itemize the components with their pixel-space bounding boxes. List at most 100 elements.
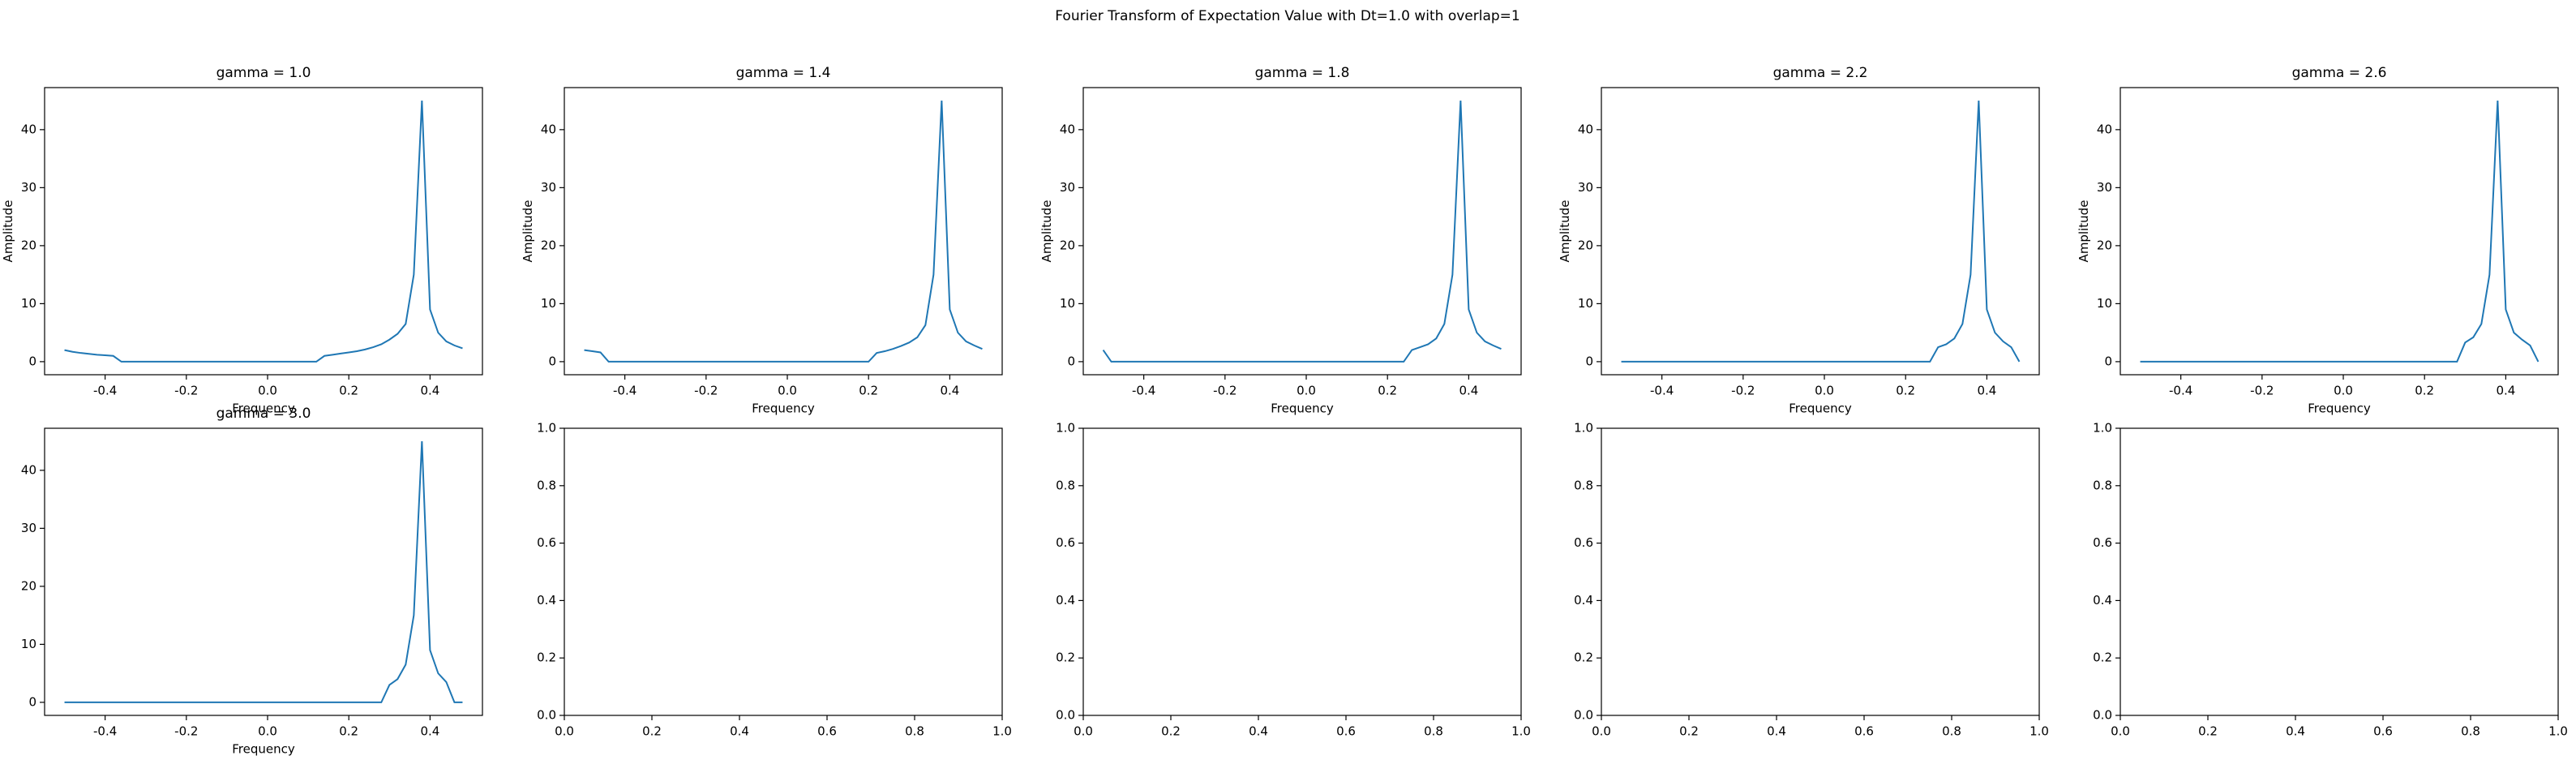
x-tick-label: 0.0 [778,384,797,398]
y-tick-label: 40 [541,122,556,136]
x-tick-label: 1.0 [1511,724,1531,739]
x-tick-label: 0.6 [1336,724,1356,739]
x-tick-label: -0.4 [613,384,636,398]
x-tick-label: -0.2 [1213,384,1237,398]
y-tick-label: 1.0 [2093,421,2112,436]
data-line [64,101,463,363]
y-tick-label: 30 [21,521,36,535]
x-tick-label: 0.4 [730,724,749,739]
axes-title: gamma = 1.0 [216,65,311,81]
y-tick-label: 0.4 [1574,593,1593,608]
x-tick-label: -0.4 [1650,384,1674,398]
y-tick-label: 0.8 [1056,478,1075,492]
y-tick-label: 40 [21,462,36,477]
x-axis-label: Frequency [2308,401,2371,416]
y-tick-label: 40 [21,122,36,136]
y-tick-label: 20 [21,238,36,252]
x-tick-label: 0.2 [339,384,358,398]
x-tick-label: -0.2 [2250,384,2274,398]
y-tick-label: 0.2 [1056,651,1075,665]
y-tick-label: 0 [548,354,556,368]
x-tick-label: 0.4 [420,724,439,739]
x-tick-label: 0.2 [1378,384,1397,398]
x-tick-label: -0.4 [93,724,117,739]
y-tick-label: 0.0 [537,708,556,723]
y-tick-label: 30 [1060,180,1075,195]
axes-title: gamma = 3.0 [216,406,311,422]
axes-frame [2120,427,2559,716]
x-tick-label: 0.2 [642,724,662,739]
y-tick-label: 0.6 [1056,535,1075,550]
x-tick-label: 0.2 [1896,384,1915,398]
y-tick-label: 40 [2097,122,2112,136]
y-tick-label: 0 [1067,354,1075,368]
y-tick-label: 30 [2097,180,2112,195]
x-tick-label: 0.6 [817,724,837,739]
y-axis-label: Amplitude [2077,200,2091,263]
axes-frame [1601,87,2040,376]
y-tick-label: 40 [1578,122,1593,136]
y-tick-label: 0.2 [2093,651,2112,665]
x-tick-label: -0.4 [93,384,117,398]
x-tick-label: 0.0 [258,384,277,398]
x-tick-label: 0.8 [1424,724,1443,739]
axes-frame [564,427,1003,716]
x-tick-label: 0.4 [1249,724,1268,739]
axes-title: gamma = 2.6 [2292,65,2387,81]
y-tick-label: 0 [1585,354,1593,368]
y-tick-label: 0.0 [1574,708,1593,723]
y-axis-label: Amplitude [1558,200,1572,263]
y-tick-label: 0.0 [1056,708,1075,723]
x-tick-label: 1.0 [992,724,1012,739]
x-tick-label: 0.4 [2496,384,2515,398]
x-tick-label: 0.4 [1977,384,1996,398]
y-tick-label: 20 [2097,238,2112,252]
y-tick-label: 0.6 [2093,535,2112,550]
y-tick-label: 30 [1578,180,1593,195]
x-tick-label: 0.2 [2415,384,2434,398]
axes-frame [564,87,1003,376]
x-tick-label: -0.4 [1132,384,1155,398]
x-tick-label: 0.4 [2286,724,2305,739]
axes-frame [1601,427,2040,716]
y-tick-label: 20 [1060,238,1075,252]
y-tick-label: 0.6 [537,535,556,550]
x-axis-label: Frequency [232,742,295,757]
y-tick-label: 0.2 [1574,651,1593,665]
data-line [1102,101,1502,363]
y-axis-label: Amplitude [521,200,535,263]
x-tick-label: 0.0 [2111,724,2130,739]
axes-frame [1082,87,1522,376]
axes-frame [2120,87,2559,376]
x-tick-label: 1.0 [2548,724,2568,739]
data-line [584,101,983,363]
axes-title: gamma = 1.8 [1255,65,1350,81]
x-tick-label: 0.0 [1815,384,1834,398]
y-tick-label: 0.4 [537,593,556,608]
x-tick-label: 0.0 [1592,724,1611,739]
y-tick-label: 20 [541,238,556,252]
y-tick-label: 10 [1060,296,1075,311]
x-axis-label: Frequency [752,401,815,416]
data-line [64,441,463,703]
y-tick-label: 20 [1578,238,1593,252]
x-tick-label: 1.0 [2030,724,2049,739]
x-tick-label: 0.6 [2373,724,2393,739]
x-tick-label: 0.2 [339,724,358,739]
x-tick-label: 0.2 [2198,724,2218,739]
x-tick-label: -0.2 [1731,384,1755,398]
x-tick-label: 0.8 [2461,724,2480,739]
y-tick-label: 30 [21,180,36,195]
y-tick-label: 10 [21,637,36,651]
y-tick-label: 0.4 [2093,593,2112,608]
y-tick-label: 10 [541,296,556,311]
axes-frame [1082,427,1522,716]
x-tick-label: -0.2 [174,384,198,398]
x-tick-label: 0.0 [258,724,277,739]
x-tick-label: 0.4 [940,384,959,398]
x-tick-label: 0.2 [1679,724,1699,739]
y-tick-label: 0.0 [2093,708,2112,723]
y-tick-label: 1.0 [1056,421,1075,436]
x-tick-label: 0.0 [1297,384,1316,398]
